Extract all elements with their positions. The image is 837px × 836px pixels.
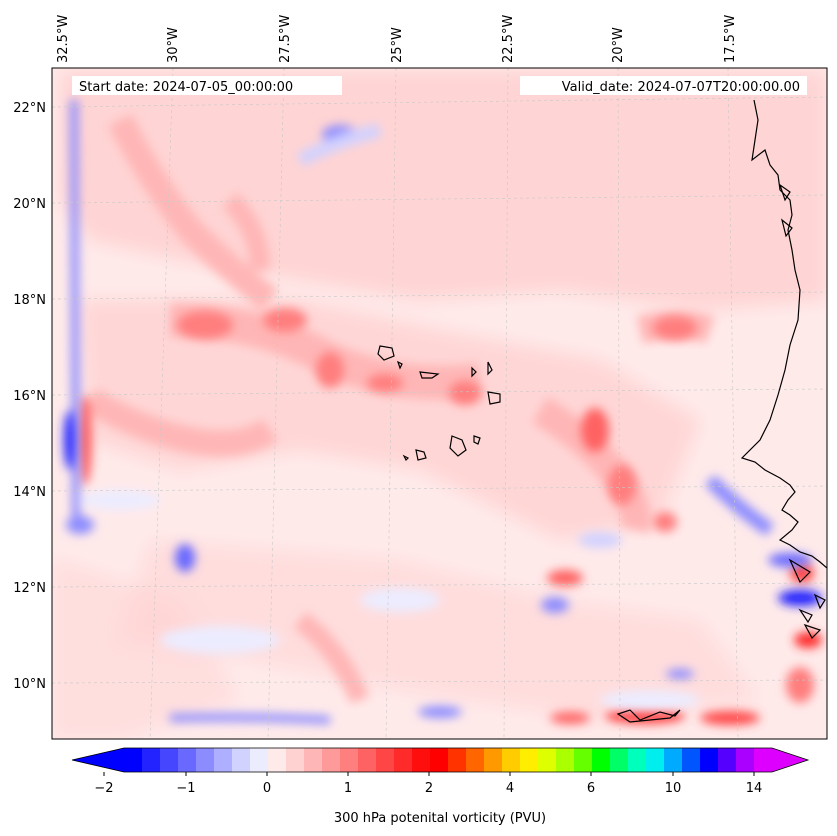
lat-label-18n: 18°N: [13, 293, 46, 308]
colorbar-swatch: [286, 748, 305, 772]
colorbar-swatch: [664, 748, 683, 772]
colorbar-swatch: [142, 748, 161, 772]
coastlines: [377, 99, 827, 723]
blue-regions: [64, 100, 822, 724]
colorbar-swatch: [304, 748, 323, 772]
cb-tick-label: 0: [263, 781, 271, 796]
cb-tick-label: 14: [746, 781, 763, 796]
colorbar: −2 −1 0 1 2 4 6 10 14 300 hPa potenital …: [71, 747, 810, 826]
colorbar-swatch: [484, 748, 503, 772]
valid-date-label: Valid_date: 2024-07-07T20:00:00.00: [562, 80, 800, 95]
lon-label-17-5w: 17.5°W: [723, 15, 738, 63]
lon-label-32-5w: 32.5°W: [56, 15, 71, 63]
cb-tick-label: 10: [665, 781, 682, 796]
colorbar-swatch: [196, 748, 215, 772]
valid-date-box: [520, 76, 807, 95]
start-date-box: [72, 76, 342, 95]
colorbar-swatch: [700, 748, 719, 772]
latitude-labels: 22°N 20°N 18°N 16°N 14°N 12°N 10°N: [13, 101, 46, 692]
cb-tick-label: 6: [587, 781, 595, 796]
lat-label-20n: 20°N: [13, 197, 46, 212]
colorbar-under-triangle: [72, 748, 124, 772]
colorbar-over-triangle: [772, 748, 808, 772]
colorbar-swatch: [682, 748, 701, 772]
lat-label-22n: 22°N: [13, 101, 46, 116]
longitude-labels: 32.5°W 30°W 27.5°W 25°W 22.5°W 20°W 17.5…: [56, 15, 738, 63]
lat-label-16n: 16°N: [13, 389, 46, 404]
colorbar-swatch: [430, 748, 449, 772]
colorbar-swatch: [556, 748, 575, 772]
colorbar-swatch: [124, 748, 143, 772]
red-cores: [78, 308, 822, 725]
colorbar-swatch: [574, 748, 593, 772]
map-panel: Start date: 2024-07-05_00:00:00 Valid_da…: [51, 67, 828, 740]
colorbar-swatch: [178, 748, 197, 772]
colorbar-swatch: [376, 748, 395, 772]
lon-label-30w: 30°W: [166, 27, 181, 63]
colorbar-swatch: [754, 748, 773, 772]
colorbar-swatch: [448, 748, 467, 772]
colorbar-swatch: [250, 748, 269, 772]
lat-label-10n: 10°N: [13, 677, 46, 692]
colorbar-swatch: [160, 748, 179, 772]
cb-tick-label: 4: [506, 781, 514, 796]
colorbar-swatch: [592, 748, 611, 772]
lon-label-25w: 25°W: [390, 27, 405, 63]
colorbar-outline: [71, 747, 810, 773]
lon-label-27-5w: 27.5°W: [278, 15, 293, 63]
cb-tick-label: −1: [176, 781, 195, 796]
colorbar-ticks: [103, 772, 755, 776]
lat-label-12n: 12°N: [13, 581, 46, 596]
lat-label-14n: 14°N: [13, 485, 46, 500]
start-date-label: Start date: 2024-07-05_00:00:00: [79, 80, 293, 95]
colorbar-swatch: [268, 748, 287, 772]
colorbar-swatches: [124, 748, 773, 772]
colorbar-swatch: [466, 748, 485, 772]
map-frame: [51, 67, 828, 740]
colorbar-swatch: [412, 748, 431, 772]
colorbar-swatch: [232, 748, 251, 772]
pv-field: [52, 68, 827, 739]
colorbar-swatch: [538, 748, 557, 772]
colorbar-swatch: [628, 748, 647, 772]
colorbar-tick-labels: −2 −1 0 1 2 4 6 10 14: [94, 781, 762, 796]
colorbar-swatch: [610, 748, 629, 772]
colorbar-swatch: [718, 748, 737, 772]
colorbar-swatch: [394, 748, 413, 772]
lon-label-20w: 20°W: [611, 27, 626, 63]
cb-tick-label: 1: [344, 781, 352, 796]
colorbar-swatch: [340, 748, 359, 772]
cb-tick-label: −2: [94, 781, 113, 796]
colorbar-swatch: [358, 748, 377, 772]
colorbar-swatch: [502, 748, 521, 772]
colorbar-label: 300 hPa potenital vorticity (PVU): [334, 811, 546, 826]
colorbar-swatch: [736, 748, 755, 772]
colorbar-swatch: [520, 748, 539, 772]
colorbar-swatch: [322, 748, 341, 772]
lon-label-22-5w: 22.5°W: [501, 15, 516, 63]
colorbar-swatch: [214, 748, 233, 772]
colorbar-swatch: [646, 748, 665, 772]
graticule: [52, 68, 827, 739]
cb-tick-label: 2: [425, 781, 433, 796]
